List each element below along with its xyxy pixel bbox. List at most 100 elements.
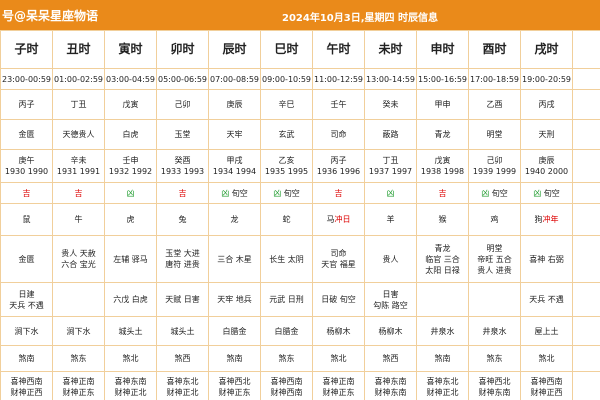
good-gods: 金匮 — [18, 254, 35, 264]
zodiac-cell: 马冲日 — [312, 203, 365, 236]
year-ganzhi-cell: 辛未 1931 1991 — [52, 149, 105, 183]
bad-gods: 日建 — [18, 289, 35, 299]
good-gods: 太阳 日禄 — [425, 265, 460, 275]
time-range: 19:00-20:59 — [522, 74, 571, 84]
good-gods: 长生 太阴 — [269, 254, 304, 264]
day-god: 天牢 — [226, 130, 243, 139]
luck-cell: 吉 — [312, 182, 365, 204]
time-range-cell: 15:00-16:59 — [416, 68, 469, 90]
hour-name-cell: 卯时 — [156, 30, 209, 69]
day-god-cell: 天牢 — [208, 119, 261, 150]
nayin: 井泉水 — [430, 326, 455, 336]
nayin-cell: 涧下水 — [0, 316, 53, 346]
day-god-cell: 金匮 — [0, 119, 53, 150]
hour-name-cell: 酉时 — [468, 30, 521, 69]
time-range-cell: 17:00-18:59 — [468, 68, 521, 90]
hour-name: 寅时 — [118, 42, 143, 56]
nayin-cell: 杨柳木 — [312, 316, 365, 346]
nayin-cell: 白腊金 — [208, 316, 261, 346]
luck-cell: 吉 — [0, 182, 53, 204]
day-god: 玉堂 — [174, 130, 191, 139]
ganzhi-cell: 癸未 — [364, 89, 417, 120]
luck-cell: 凶 — [364, 182, 417, 204]
bad-gods-cell: 天牢 地兵 — [208, 282, 261, 317]
year-ganzhi-cell: 乙亥 1935 1995 — [260, 149, 313, 183]
year-ganzhi: 癸酉 — [174, 156, 191, 165]
ganzhi-cell: 乙酉 — [468, 89, 521, 120]
ganzhi: 丙戌 — [538, 100, 555, 109]
good-gods-cell: 长生 太阴 — [260, 235, 313, 283]
bad-gods: 六戊 白虎 — [113, 295, 148, 304]
nayin-cell: 城头土 — [104, 316, 157, 346]
sha-direction-cell: 煞西 — [364, 345, 417, 372]
hour-name-cell: 巳时 — [260, 30, 313, 69]
cropped-cell — [572, 282, 600, 317]
time-range: 01:00-02:59 — [54, 74, 103, 84]
bad-gods-cell: 六戊 白虎 — [104, 282, 157, 317]
zodiac-cell: 牛 — [52, 203, 105, 236]
sha-direction-cell: 煞南 — [208, 345, 261, 372]
hour-name-cell: 子时 — [0, 30, 53, 69]
directions: 财神正东 — [322, 388, 355, 397]
ganzhi: 辛巳 — [278, 100, 295, 109]
year-ganzhi: 戊寅 — [434, 156, 451, 165]
bad-gods-cell: 日害 勾陈 路空 — [364, 282, 417, 317]
bad-gods: 日破 旬空 — [321, 295, 356, 304]
day-god: 司命 — [330, 130, 347, 139]
sha-direction-cell: 煞东 — [260, 345, 313, 372]
hour-name: 未时 — [378, 42, 403, 56]
bad-gods-cell: 元武 日刑 — [260, 282, 313, 317]
time-range-cell: 01:00-02:59 — [52, 68, 105, 90]
nayin-cell: 井泉水 — [468, 316, 521, 346]
nayin-cell: 杨柳木 — [364, 316, 417, 346]
good-gods-cell: 三合 木星 — [208, 235, 261, 283]
directions: 喜神东北 — [426, 377, 459, 386]
zodiac-cell: 虎 — [104, 203, 157, 236]
time-range: 03:00-04:59 — [106, 74, 155, 84]
ganzhi: 丙子 — [18, 100, 35, 109]
year-ganzhi-cell: 丁丑 1937 1997 — [364, 149, 417, 183]
ganzhi: 甲申 — [434, 100, 451, 109]
sha-direction: 煞南 — [434, 354, 451, 363]
time-range-cell: 07:00-08:59 — [208, 68, 261, 90]
years: 1930 1990 — [4, 167, 49, 176]
time-range-cell: 11:00-12:59 — [312, 68, 365, 90]
directions: 财神正西 — [10, 388, 43, 397]
directions-cell: 喜神西南 财神西南 — [260, 371, 313, 400]
directions-cell: 喜神西北 财神正东 — [208, 371, 261, 400]
cropped-cell — [572, 235, 600, 283]
time-range: 07:00-08:59 — [210, 74, 259, 84]
hour-name: 酉时 — [482, 42, 507, 56]
sha-direction-cell: 煞北 — [520, 345, 573, 372]
luck-note: 旬空 — [283, 188, 300, 198]
nayin: 白腊金 — [274, 326, 299, 336]
year-ganzhi: 辛未 — [70, 156, 87, 165]
good-gods-cell: 贵人 天赦 六合 宝光 — [52, 235, 105, 283]
directions: 喜神西南 — [530, 377, 563, 386]
good-gods: 司命 — [330, 249, 347, 258]
year-ganzhi: 丙子 — [330, 156, 347, 165]
directions: 喜神东南 — [374, 377, 407, 386]
hour-name: 戌时 — [534, 42, 559, 56]
day-god: 白虎 — [122, 130, 139, 139]
good-gods-cell: 喜神 右弼 — [520, 235, 573, 283]
hour-name-cell: 寅时 — [104, 30, 157, 69]
sha-direction: 煞东 — [278, 354, 295, 363]
time-range-cell: 09:00-10:59 — [260, 68, 313, 90]
year-ganzhi: 庚辰 — [538, 156, 555, 165]
good-gods: 贵人 进贵 — [477, 265, 512, 275]
years: 1938 1998 — [420, 167, 465, 176]
years: 1940 2000 — [524, 167, 569, 176]
directions: 财神正东 — [62, 388, 95, 397]
sha-direction-cell: 煞东 — [52, 345, 105, 372]
year-ganzhi-cell: 戊寅 1938 1998 — [416, 149, 469, 183]
year-ganzhi: 丁丑 — [382, 156, 399, 165]
directions-cell: 喜神西南 财神正西 — [520, 371, 573, 400]
zodiac-cell: 鼠 — [0, 203, 53, 236]
directions: 财神正东 — [218, 388, 251, 397]
good-gods-cell: 贵人 — [364, 235, 417, 283]
ganzhi-cell: 辛巳 — [260, 89, 313, 120]
time-range: 15:00-16:59 — [418, 74, 467, 84]
years: 1931 1991 — [56, 167, 101, 176]
